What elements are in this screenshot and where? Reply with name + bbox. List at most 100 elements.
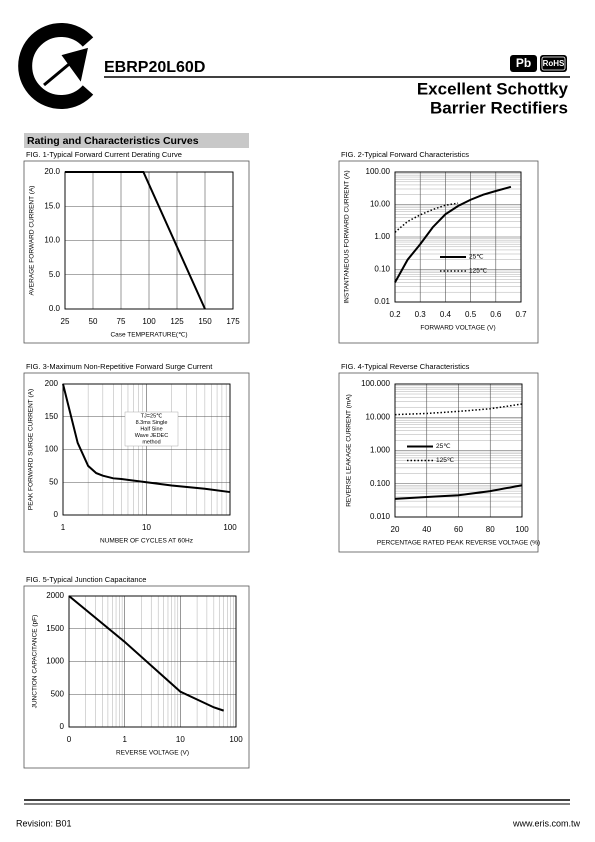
plot-border [68,595,237,728]
x-tick-label: 20 [391,525,400,534]
y-tick-label: 100.000 [361,379,390,388]
y-axis-label: PEAK FORWARD SURGE CURRENT (A) [28,389,35,510]
annotation: 8.3ms Single [136,420,168,426]
annotation-box [124,411,179,447]
y-tick-label: 10.00 [370,200,391,209]
y-tick-label: 100.00 [366,167,391,176]
y-tick-label: 0 [60,722,65,731]
x-tick-label: 1 [61,523,66,532]
y-tick-label: 1500 [46,624,64,633]
x-tick-label: 75 [117,317,126,326]
y-tick-label: 10.000 [366,412,391,421]
plot-border [394,171,522,303]
x-tick-label: 0.5 [465,310,477,319]
figure-caption: FIG. 1-Typical Forward Current Derating … [26,150,182,159]
figure-caption: FIG. 4-Typical Reverse Characteristics [341,362,470,371]
x-tick-label: 50 [89,317,98,326]
x-axis-label: Case TEMPERATURE(℃) [110,332,187,339]
y-tick-label: 5.0 [49,270,61,279]
x-axis-label: PERCENTAGE RATED PEAK REVERSE VOLTAGE (%… [377,540,540,547]
figure-frame [23,585,250,769]
x-tick-label: 0.2 [389,310,401,319]
x-tick-label: 0 [67,735,72,744]
series-line [394,403,523,416]
x-tick-label: 10 [176,735,185,744]
x-tick-label: 80 [486,525,495,534]
y-axis-label: AVERAGE FORWARD CURRENT (A) [29,186,36,296]
x-tick-label: 0.3 [415,310,427,319]
y-tick-label: 0 [54,510,59,519]
logo-ring [18,23,94,109]
x-tick-label: 100 [142,317,156,326]
y-tick-label: 0.0 [49,304,61,313]
x-tick-label: 60 [454,525,463,534]
x-tick-label: 100 [223,523,237,532]
logo-diode [43,47,88,87]
legend-label: 125℃ [436,457,455,464]
y-tick-label: 50 [49,477,58,486]
series-line [65,171,206,310]
annotation: Half Sine [140,426,162,432]
y-tick-label: 200 [45,379,59,388]
plot-border [62,383,231,516]
badge: Pb [516,56,531,70]
figure-frame [23,372,250,553]
website: www.eris.com.tw [512,818,581,828]
subtitle: Excellent Schottky [417,79,569,98]
y-tick-label: 1000 [46,657,64,666]
section-bar [24,133,249,148]
y-tick-label: 15.0 [44,201,60,210]
logo [18,23,94,109]
y-axis-label: JUNCTION CAPACITANCE (pF) [32,615,39,709]
figure-frame [338,160,539,344]
annotation: TJ=25℃ [141,413,163,419]
x-tick-label: 40 [422,525,431,534]
part-number: EBRP20L60D [104,59,205,76]
x-tick-label: 25 [61,317,70,326]
plot-border [64,171,234,310]
x-tick-label: 0.6 [490,310,502,319]
plot-border [394,383,523,518]
x-tick-label: 150 [198,317,212,326]
y-tick-label: 150 [45,412,59,421]
figure-caption: FIG. 3-Maximum Non-Repetitive Forward Su… [26,362,213,371]
x-axis-label: NUMBER OF CYCLES AT 60Hz [100,538,193,545]
revision: Revision: B01 [16,818,72,828]
y-tick-label: 0.100 [370,479,391,488]
legend-label: 25℃ [436,443,451,450]
figure-caption: FIG. 5-Typical Junction Capacitance [26,575,146,584]
badge-bg [510,55,537,72]
x-tick-label: 100 [229,735,243,744]
y-tick-label: 1.000 [370,446,391,455]
y-tick-label: 0.01 [374,297,390,306]
y-tick-label: 10.0 [44,236,60,245]
figure-frame [338,372,539,553]
badge: RoHS [543,59,565,68]
x-tick-label: 10 [142,523,151,532]
annotation: Wave JEDEC [135,433,168,439]
series-line [394,202,459,233]
y-tick-label: 0.010 [370,512,391,521]
annotation: method [142,439,160,445]
y-axis-label: INSTANTANEOUS FORWARD CURRENT (A) [344,170,351,303]
x-tick-label: 125 [170,317,184,326]
legend-label: 125℃ [469,268,488,275]
series-line [68,595,224,712]
x-tick-label: 0.4 [440,310,452,319]
subtitle: Barrier Rectifiers [430,98,568,117]
x-axis-label: FORWARD VOLTAGE (V) [420,325,495,332]
figure-frame [23,160,250,344]
x-tick-label: 0.7 [515,310,527,319]
series-line [62,383,231,494]
x-tick-label: 1 [122,735,127,744]
y-tick-label: 2000 [46,591,64,600]
y-tick-label: 1.00 [374,232,390,241]
x-tick-label: 100 [515,525,529,534]
y-tick-label: 0.10 [374,265,390,274]
series-line [394,185,512,283]
y-axis-label: REVERSE LEAKAGE CURRENT (mA) [346,394,353,507]
series-line [394,484,523,500]
x-axis-label: REVERSE VOLTAGE (V) [116,750,189,757]
